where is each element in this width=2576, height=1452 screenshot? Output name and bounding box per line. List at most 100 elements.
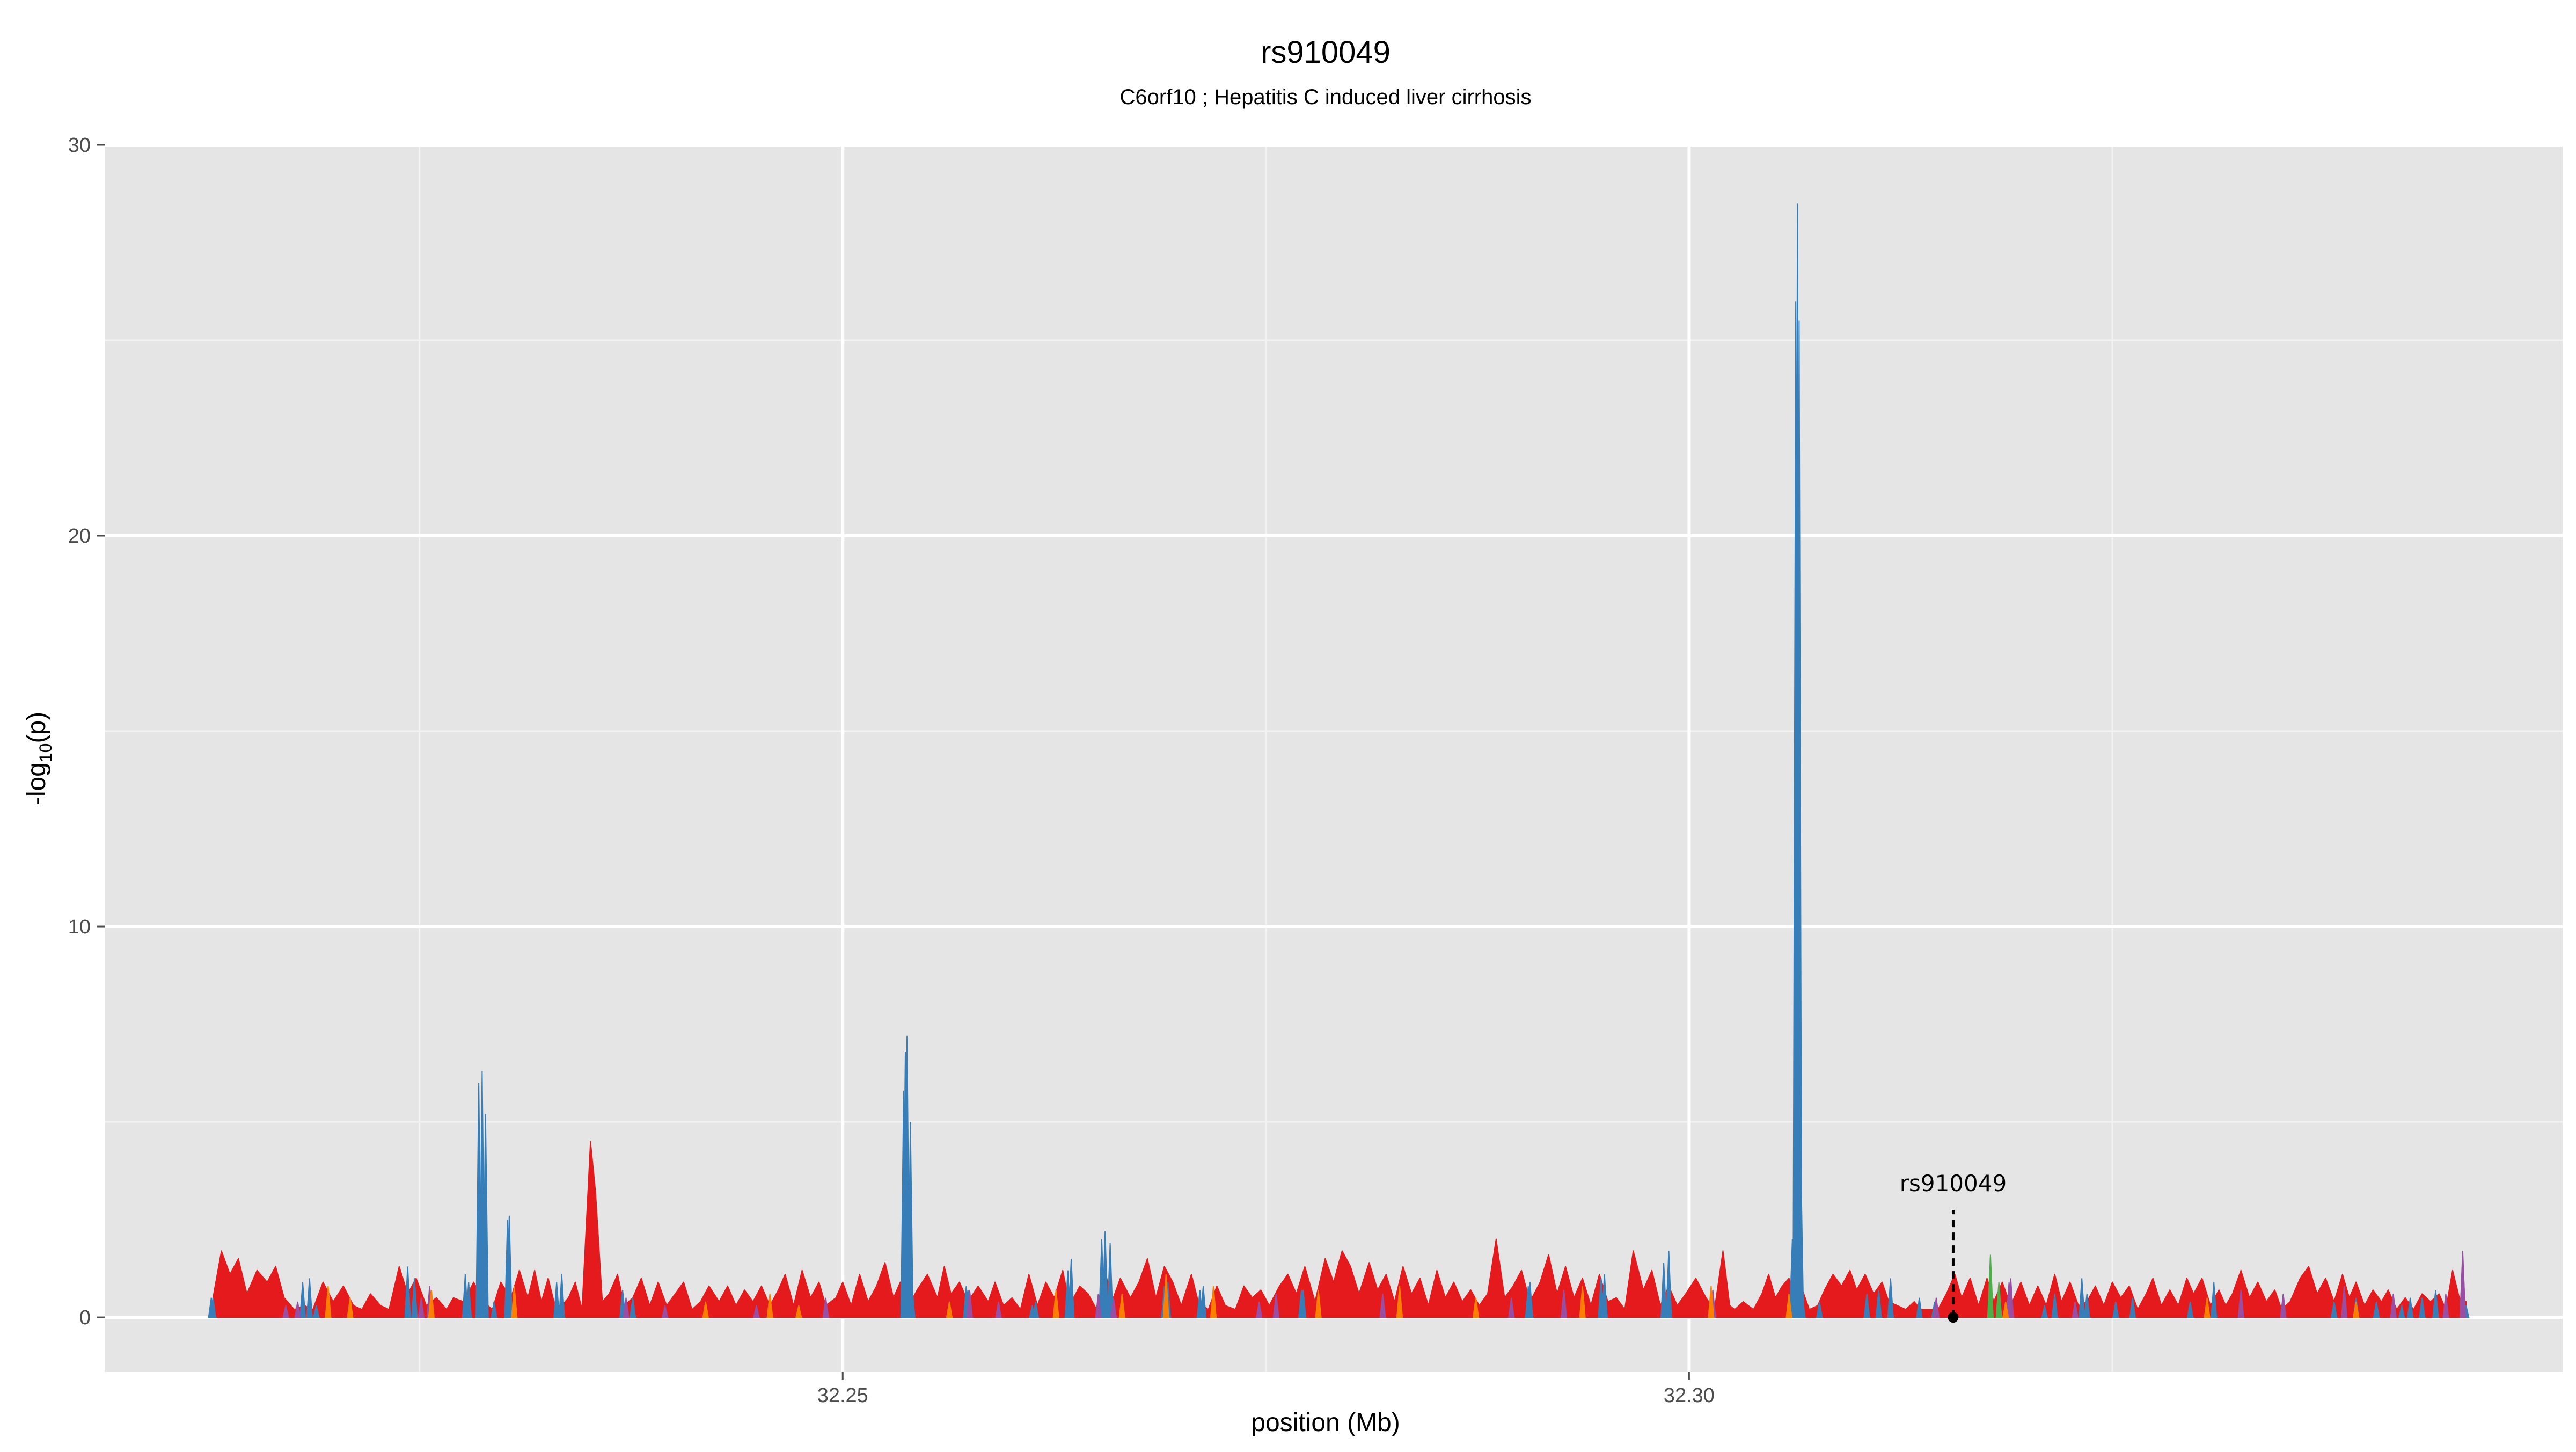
series-spike xyxy=(2041,1305,2048,1318)
series-spike xyxy=(1068,1258,1075,1318)
annotation-layer: rs910049 xyxy=(1900,1170,2007,1323)
series-spike xyxy=(2072,1301,2079,1318)
series-spike xyxy=(1579,1286,1586,1318)
series-spike xyxy=(2280,1294,2287,1318)
series-spike xyxy=(2406,1297,2414,1318)
series-spike xyxy=(2002,1301,2009,1318)
x-tick-label: 32.25 xyxy=(817,1384,868,1407)
y-tick-label: 30 xyxy=(68,134,91,157)
series-spike xyxy=(2051,1294,2058,1318)
series-spike xyxy=(1816,1301,1823,1318)
series-spike xyxy=(1102,1231,1109,1318)
series-spike xyxy=(795,1305,802,1318)
series-spike xyxy=(1032,1301,1039,1318)
series-spike xyxy=(306,1278,313,1318)
series-spike xyxy=(1107,1243,1114,1318)
y-axis-title-main: -log xyxy=(23,762,51,805)
series-spike xyxy=(1272,1294,1279,1318)
series-spike xyxy=(1200,1286,1207,1318)
series-spike xyxy=(1601,1274,1608,1318)
series-spike xyxy=(1863,1294,1870,1318)
series-spike xyxy=(1526,1282,1533,1318)
series-spike xyxy=(2341,1286,2348,1318)
series-spike xyxy=(2331,1301,2338,1318)
series-spike xyxy=(2083,1294,2090,1318)
series-spike xyxy=(2112,1301,2119,1318)
series-spike xyxy=(1118,1294,1125,1318)
series-spike xyxy=(995,1301,1002,1318)
series-spike xyxy=(2432,1290,2439,1318)
series-spike xyxy=(766,1294,773,1318)
series-spike xyxy=(2007,1278,2014,1318)
chart-title: rs910049 xyxy=(1261,35,1391,70)
annotation-point xyxy=(1948,1312,1959,1323)
series-spike xyxy=(1916,1297,1923,1318)
series-spike xyxy=(1256,1301,1263,1318)
series-spike xyxy=(313,1305,320,1318)
series-spike xyxy=(1052,1290,1059,1318)
series-layer xyxy=(208,203,2470,1318)
annotation-label: rs910049 xyxy=(1900,1170,2007,1196)
y-axis-title-tail: (p) xyxy=(23,712,51,743)
series-spike xyxy=(1785,1294,1792,1318)
series-spike xyxy=(702,1301,709,1318)
series-spike xyxy=(1875,1290,1882,1318)
series-spike xyxy=(2129,1297,2136,1318)
series-spike xyxy=(909,1286,916,1318)
series-spike xyxy=(428,1290,435,1318)
series-spike xyxy=(1660,1263,1667,1318)
series-spike xyxy=(1472,1297,1480,1318)
series-spike xyxy=(2442,1294,2449,1318)
series-spike xyxy=(753,1305,760,1318)
series-spike xyxy=(1379,1294,1386,1318)
series-spike xyxy=(558,1274,565,1318)
y-tick-label: 0 xyxy=(79,1307,91,1329)
series-spike xyxy=(629,1297,636,1318)
series-spike xyxy=(511,1286,518,1318)
series-spike xyxy=(1162,1274,1169,1318)
y-axis-title: -log10(p) xyxy=(23,712,55,805)
minor-gridlines xyxy=(105,145,2563,1372)
series-spike xyxy=(1665,1251,1672,1318)
series-spike xyxy=(1508,1297,1515,1318)
series-spike xyxy=(404,1266,411,1318)
series-spike xyxy=(2237,1290,2244,1318)
series-spike xyxy=(2373,1301,2380,1318)
series-spike xyxy=(661,1305,669,1318)
series-spike xyxy=(2419,1297,2426,1318)
series-spike xyxy=(294,1301,301,1318)
series-spike xyxy=(2353,1301,2360,1318)
series-spike xyxy=(347,1297,354,1318)
chart-subtitle: C6orf10 ; Hepatitis C induced liver cirr… xyxy=(1120,85,1532,109)
series-spike xyxy=(418,1297,425,1318)
series-spike xyxy=(282,1305,289,1318)
series-spike xyxy=(2204,1297,2211,1318)
series-spike xyxy=(1987,1254,1994,1318)
series-spike xyxy=(2390,1294,2397,1318)
series-spike xyxy=(299,1282,306,1318)
series-spike xyxy=(1396,1286,1403,1318)
series-spike xyxy=(1995,1282,2002,1318)
series-spike xyxy=(1560,1290,1568,1318)
series-spike xyxy=(1300,1290,1307,1318)
y-axis-title-subscript: 10 xyxy=(36,743,55,763)
y-tick-label: 10 xyxy=(68,916,91,938)
series-spike xyxy=(1887,1278,1894,1318)
y-tick-label: 20 xyxy=(68,525,91,548)
series-spike xyxy=(946,1301,953,1318)
series-spike xyxy=(1799,1297,1806,1318)
series-spike xyxy=(1315,1290,1322,1318)
series-spike xyxy=(411,1278,418,1318)
series-spike xyxy=(623,1297,630,1318)
series-spike xyxy=(553,1282,560,1318)
series-spike xyxy=(325,1286,332,1318)
series-spike xyxy=(2398,1305,2405,1318)
series-spike xyxy=(2079,1278,2085,1318)
x-axis-title: position (Mb) xyxy=(1251,1409,1400,1437)
series-spike xyxy=(1095,1294,1102,1318)
series-spike xyxy=(2211,1282,2218,1318)
series-spike xyxy=(1110,1297,1117,1318)
series-spike xyxy=(491,1301,497,1318)
series-spike xyxy=(465,1282,472,1318)
